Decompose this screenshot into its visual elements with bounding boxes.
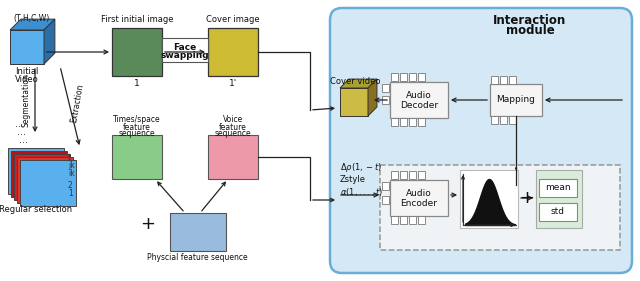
Text: (T,H,C,W): (T,H,C,W) [14, 13, 50, 22]
FancyBboxPatch shape [112, 135, 162, 179]
FancyBboxPatch shape [509, 116, 516, 124]
FancyBboxPatch shape [391, 171, 398, 179]
Text: 1: 1 [134, 78, 140, 87]
FancyBboxPatch shape [391, 216, 398, 224]
FancyBboxPatch shape [382, 84, 389, 92]
Polygon shape [10, 19, 55, 30]
Text: Video: Video [15, 74, 39, 83]
FancyBboxPatch shape [409, 171, 416, 179]
Text: ik: ik [68, 169, 75, 178]
FancyBboxPatch shape [491, 116, 498, 124]
FancyBboxPatch shape [418, 73, 425, 81]
FancyBboxPatch shape [208, 28, 258, 76]
Text: Extraction: Extraction [69, 83, 85, 123]
Text: Regular selection: Regular selection [0, 205, 72, 214]
FancyBboxPatch shape [400, 171, 407, 179]
FancyBboxPatch shape [390, 180, 448, 216]
Text: $\Delta\rho(1,-t)$: $\Delta\rho(1,-t)$ [340, 162, 382, 175]
FancyBboxPatch shape [460, 170, 518, 228]
Text: t: t [68, 153, 71, 162]
Text: +: + [520, 189, 534, 207]
Text: Initial: Initial [15, 67, 38, 76]
FancyBboxPatch shape [391, 118, 398, 126]
FancyBboxPatch shape [400, 73, 407, 81]
Polygon shape [340, 79, 377, 88]
Text: $\alpha(1,...,t)$: $\alpha(1,...,t)$ [340, 186, 383, 198]
FancyBboxPatch shape [380, 165, 620, 250]
Text: module: module [506, 24, 554, 37]
FancyBboxPatch shape [418, 171, 425, 179]
Text: ...: ... [19, 135, 28, 145]
FancyBboxPatch shape [400, 216, 407, 224]
Text: Decoder: Decoder [400, 101, 438, 110]
Text: std: std [551, 207, 565, 216]
Text: Encoder: Encoder [401, 200, 438, 209]
FancyBboxPatch shape [170, 213, 226, 251]
FancyBboxPatch shape [11, 151, 67, 197]
FancyBboxPatch shape [20, 160, 76, 206]
FancyBboxPatch shape [418, 118, 425, 126]
Text: swapping: swapping [161, 51, 209, 60]
Text: First initial image: First initial image [100, 15, 173, 24]
FancyBboxPatch shape [490, 84, 542, 116]
Text: 2: 2 [68, 180, 73, 189]
Text: Interaction: Interaction [493, 13, 566, 26]
Text: sequence: sequence [118, 130, 156, 139]
FancyBboxPatch shape [391, 73, 398, 81]
FancyBboxPatch shape [409, 73, 416, 81]
FancyBboxPatch shape [8, 148, 64, 194]
Text: Physcial feature sequence: Physcial feature sequence [147, 253, 247, 262]
FancyBboxPatch shape [382, 182, 389, 190]
FancyBboxPatch shape [418, 216, 425, 224]
Text: Times/space: Times/space [113, 114, 161, 124]
FancyBboxPatch shape [409, 216, 416, 224]
Text: 1: 1 [68, 189, 73, 198]
Text: Zstyle: Zstyle [340, 176, 366, 185]
FancyBboxPatch shape [17, 157, 73, 203]
Text: 1': 1' [229, 78, 237, 87]
FancyBboxPatch shape [330, 8, 632, 273]
Text: Audio: Audio [406, 189, 432, 198]
Text: sequence: sequence [214, 130, 252, 139]
FancyBboxPatch shape [390, 82, 448, 118]
Polygon shape [368, 79, 377, 116]
Text: Voice: Voice [223, 114, 243, 124]
FancyBboxPatch shape [509, 76, 516, 84]
Text: Segmentation: Segmentation [22, 73, 31, 127]
FancyBboxPatch shape [539, 179, 577, 197]
FancyBboxPatch shape [382, 196, 389, 204]
FancyBboxPatch shape [208, 135, 258, 179]
FancyBboxPatch shape [382, 96, 389, 104]
Text: ...: ... [17, 127, 26, 137]
Text: Face: Face [173, 42, 196, 51]
FancyBboxPatch shape [500, 76, 507, 84]
Text: Cover image: Cover image [206, 15, 260, 24]
Polygon shape [10, 30, 44, 64]
Text: feature: feature [219, 123, 247, 132]
FancyBboxPatch shape [409, 118, 416, 126]
FancyBboxPatch shape [539, 203, 577, 221]
FancyBboxPatch shape [14, 154, 70, 200]
Text: mean: mean [545, 183, 571, 192]
Text: jk: jk [68, 162, 75, 171]
Text: Audio: Audio [406, 90, 432, 99]
FancyBboxPatch shape [400, 118, 407, 126]
FancyBboxPatch shape [500, 116, 507, 124]
Text: +: + [141, 215, 156, 233]
Text: feature: feature [123, 123, 151, 132]
FancyBboxPatch shape [536, 170, 582, 228]
FancyBboxPatch shape [112, 28, 162, 76]
Polygon shape [340, 88, 368, 116]
FancyBboxPatch shape [162, 38, 208, 62]
Text: Mapping: Mapping [497, 94, 536, 103]
Text: ...: ... [15, 119, 24, 129]
FancyBboxPatch shape [491, 76, 498, 84]
Polygon shape [44, 19, 55, 64]
Text: Cover video: Cover video [330, 78, 380, 87]
